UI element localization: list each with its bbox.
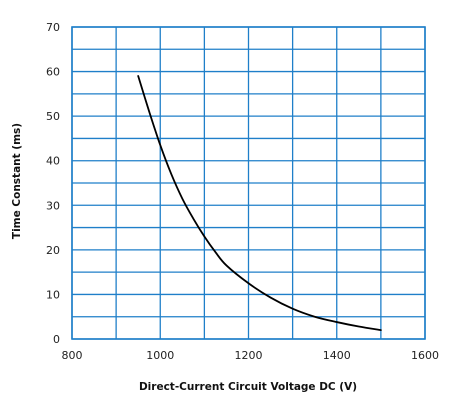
x-axis-label: Direct-Current Circuit Voltage DC (V) [139, 381, 357, 393]
x-axis-ticks: 800 1000 1200 1400 1600 [62, 349, 440, 362]
plot-frame [71, 26, 426, 340]
x-tick-label: 800 [62, 349, 83, 362]
y-tick-label: 0 [53, 333, 60, 346]
grid [71, 26, 426, 340]
y-tick-label: 50 [46, 110, 60, 123]
x-tick-label: 1600 [411, 349, 439, 362]
x-tick-label: 1200 [235, 349, 263, 362]
y-axis-ticks: 0 10 20 30 40 50 60 70 [46, 21, 60, 346]
x-tick-label: 1000 [146, 349, 174, 362]
series-line-0 [137, 75, 382, 331]
y-tick-label: 10 [46, 288, 60, 301]
y-tick-label: 70 [46, 21, 60, 34]
x-tick-label: 1400 [323, 349, 351, 362]
y-axis-label: Time Constant (ms) [11, 123, 23, 239]
y-tick-label: 40 [46, 155, 60, 168]
y-tick-label: 60 [46, 66, 60, 79]
y-tick-label: 20 [46, 244, 60, 257]
y-tick-label: 30 [46, 199, 60, 212]
series-layer [137, 75, 382, 331]
